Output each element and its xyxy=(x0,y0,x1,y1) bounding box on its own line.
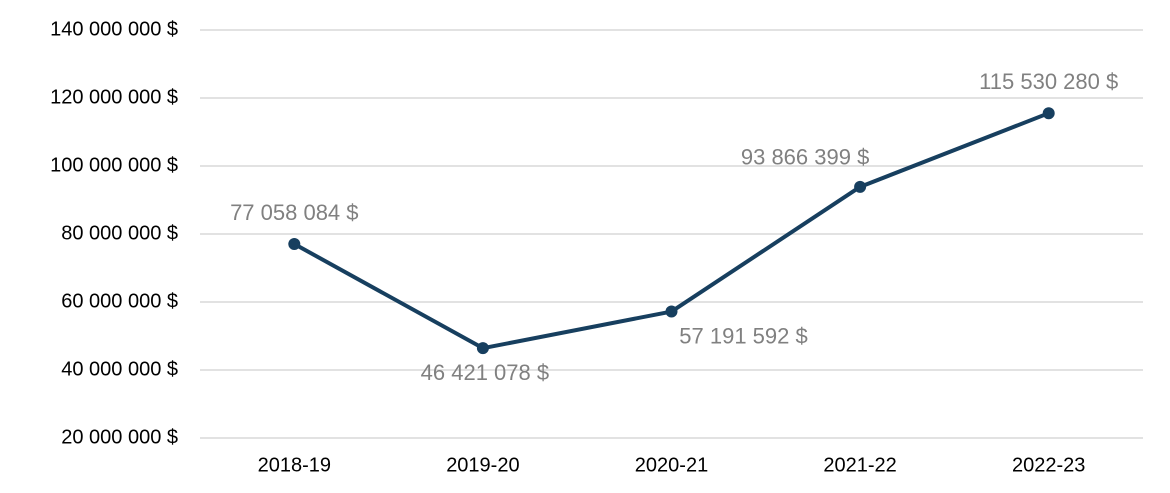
y-tick-label: 140 000 000 $ xyxy=(50,18,178,40)
value-label: 57 191 592 $ xyxy=(679,323,807,348)
value-label: 93 866 399 $ xyxy=(741,145,869,170)
y-tick-label: 60 000 000 $ xyxy=(61,290,178,312)
y-tick-label: 120 000 000 $ xyxy=(50,86,178,108)
x-tick-label: 2020-21 xyxy=(635,454,708,476)
y-tick-label: 20 000 000 $ xyxy=(61,426,178,448)
point xyxy=(1042,107,1055,120)
y-tick-label: 100 000 000 $ xyxy=(50,154,178,176)
value-label: 77 058 084 $ xyxy=(230,200,358,225)
x-tick-label: 2021-22 xyxy=(823,454,896,476)
x-tick-label: 2019-20 xyxy=(446,454,519,476)
value-label: 46 421 078 $ xyxy=(421,360,549,385)
point xyxy=(665,305,678,318)
point xyxy=(288,238,301,251)
point xyxy=(476,342,489,355)
point xyxy=(854,180,867,193)
y-tick-label: 80 000 000 $ xyxy=(61,222,178,244)
x-tick-label: 2018-19 xyxy=(258,454,331,476)
x-tick-label: 2022-23 xyxy=(1012,454,1085,476)
value-label: 115 530 280 $ xyxy=(979,69,1118,94)
y-tick-label: 40 000 000 $ xyxy=(61,358,178,380)
